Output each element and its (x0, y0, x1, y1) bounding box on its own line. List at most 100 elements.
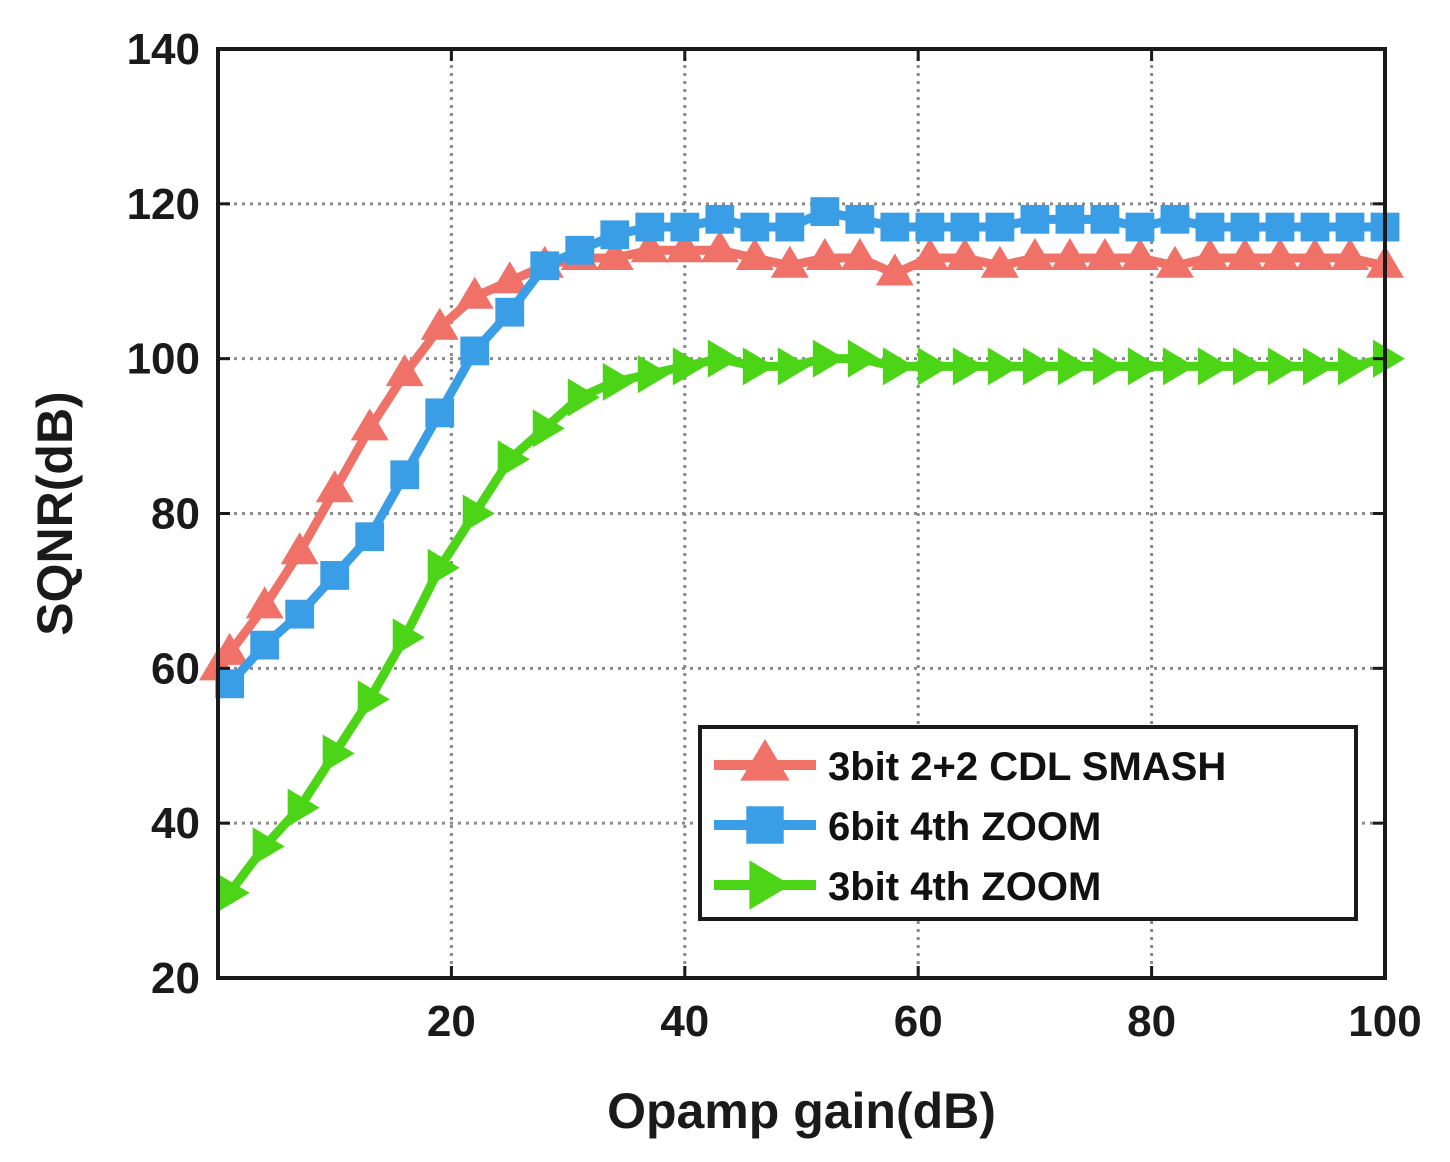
data-point (1295, 238, 1334, 271)
data-point (250, 630, 280, 660)
x-tick-label: 60 (894, 997, 943, 1046)
data-point (530, 251, 560, 281)
data-point (775, 212, 805, 242)
data-point (1265, 212, 1295, 242)
legend-entry: 3bit 2+2 CDL SMASH (714, 739, 1226, 789)
data-point (1260, 238, 1299, 271)
y-tick-label: 40 (151, 799, 200, 848)
data-point (945, 238, 984, 271)
data-point (1090, 204, 1120, 234)
data-point (845, 204, 875, 234)
data-point (280, 532, 319, 565)
data-point (952, 347, 985, 386)
data-point (425, 398, 455, 428)
data-point (392, 618, 425, 657)
data-point (1195, 212, 1225, 242)
data-point (1127, 347, 1160, 386)
data-point (1197, 347, 1230, 386)
data-point (1330, 238, 1369, 271)
y-tick-label: 60 (151, 644, 200, 693)
data-point (245, 586, 284, 619)
data-point (705, 204, 735, 234)
data-point (385, 354, 424, 387)
data-point (532, 409, 565, 448)
data-point (600, 220, 630, 250)
data-point (287, 788, 320, 827)
data-point (700, 230, 739, 263)
series-1 (199, 230, 1404, 681)
data-point (595, 238, 634, 271)
data-point (985, 212, 1015, 242)
y-tick-label: 80 (151, 490, 200, 539)
data-point (460, 336, 490, 366)
x-tick-label: 20 (427, 997, 476, 1046)
data-point (987, 347, 1020, 386)
data-point (455, 276, 494, 309)
data-point (742, 347, 775, 386)
data-point (320, 561, 350, 590)
data-point (847, 339, 880, 378)
data-point (665, 230, 704, 263)
data-point (252, 827, 285, 866)
legend-label: 3bit 2+2 CDL SMASH (828, 745, 1226, 789)
legend-marker (740, 739, 790, 781)
data-point (917, 347, 950, 386)
x-tick-label: 40 (660, 997, 709, 1046)
data-point (1022, 347, 1055, 386)
legend-marker (749, 860, 791, 910)
data-point (1050, 238, 1089, 271)
data-point (735, 238, 774, 271)
data-point (1155, 245, 1194, 278)
data-point (315, 470, 354, 503)
data-point (1300, 212, 1330, 242)
data-point (637, 355, 670, 394)
data-point (672, 347, 705, 386)
data-point (1092, 347, 1125, 386)
data-point (1160, 204, 1190, 234)
data-point (355, 522, 385, 552)
series-layer (199, 197, 1405, 912)
data-point (1015, 238, 1054, 271)
data-point (810, 197, 840, 226)
data-point (635, 212, 665, 242)
data-point (1190, 238, 1229, 271)
data-point (495, 297, 525, 327)
legend-label: 6bit 4th ZOOM (828, 805, 1101, 849)
data-point (1225, 238, 1264, 271)
y-tick-label: 120 (127, 180, 200, 229)
data-point (350, 408, 389, 441)
data-point (602, 362, 635, 401)
data-point (875, 253, 914, 286)
legend-entry: 6bit 4th ZOOM (714, 805, 1101, 849)
data-point (770, 245, 809, 278)
data-point (950, 212, 980, 242)
data-point (670, 212, 700, 242)
data-point (882, 347, 915, 386)
data-point (915, 212, 945, 242)
y-tick-label: 140 (127, 25, 200, 74)
data-point (210, 632, 249, 665)
data-point (490, 261, 529, 294)
data-point (1085, 238, 1124, 271)
data-point (980, 245, 1019, 278)
data-point (630, 230, 669, 263)
data-point (1020, 204, 1050, 234)
legend-marker (746, 806, 784, 844)
data-point (497, 440, 530, 479)
x-tick-label: 80 (1127, 997, 1176, 1046)
legend-label: 3bit 4th ZOOM (828, 865, 1101, 909)
data-point (1055, 204, 1085, 234)
data-point (462, 494, 495, 533)
series-3 (217, 339, 1405, 912)
data-point (565, 235, 595, 265)
data-point (1267, 347, 1300, 386)
data-point (1302, 347, 1335, 386)
data-point (1232, 347, 1265, 386)
data-point (1373, 339, 1405, 378)
data-point (910, 238, 949, 271)
legend: 3bit 2+2 CDL SMASH 6bit 4th ZOOM 3bit 4th … (698, 725, 1358, 921)
data-point (1125, 212, 1155, 242)
y-axis-title: SQNR(dB) (27, 391, 83, 635)
data-point (357, 680, 390, 719)
